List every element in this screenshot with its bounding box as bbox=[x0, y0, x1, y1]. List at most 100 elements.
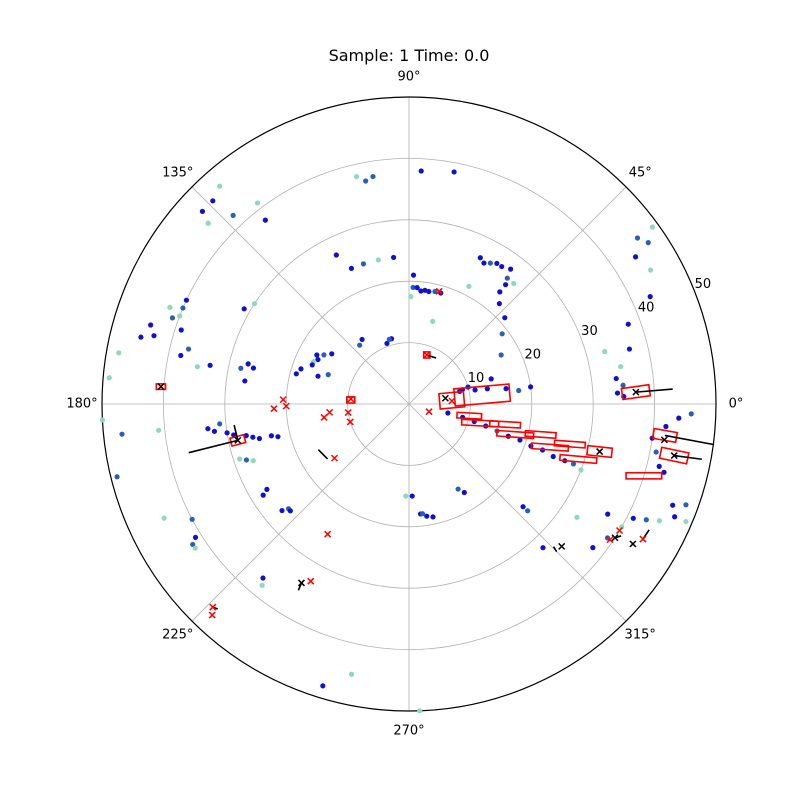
cross-marker bbox=[423, 351, 431, 359]
scatter-point bbox=[630, 515, 636, 521]
scatter-point bbox=[210, 198, 216, 204]
scatter-point bbox=[455, 486, 461, 492]
theta-tick-label: 225° bbox=[162, 628, 193, 643]
scatter-point bbox=[503, 282, 509, 288]
scatter-point bbox=[238, 365, 244, 371]
velocity-line bbox=[664, 434, 715, 446]
velocity-line bbox=[188, 439, 239, 454]
scatter-point bbox=[688, 411, 694, 417]
scatter-point bbox=[363, 178, 369, 184]
scatter-point bbox=[618, 364, 624, 370]
scatter-point bbox=[424, 513, 430, 519]
scatter-point bbox=[419, 511, 426, 517]
theta-tick-label: 135° bbox=[162, 165, 193, 180]
scatter-point bbox=[487, 260, 493, 266]
scatter-point bbox=[260, 492, 266, 498]
cross-marker bbox=[435, 287, 443, 295]
cross-marker bbox=[632, 388, 640, 396]
scatter-point bbox=[670, 502, 676, 508]
scatter-point bbox=[194, 364, 200, 370]
cross-marker bbox=[279, 396, 287, 404]
scatter-point bbox=[649, 224, 656, 230]
scatter-point bbox=[645, 240, 651, 246]
scatter-point bbox=[217, 183, 223, 189]
scatter-point bbox=[613, 375, 619, 382]
scatter-point bbox=[169, 315, 176, 321]
scatter-point bbox=[408, 293, 414, 300]
scatter-point bbox=[499, 331, 505, 337]
cross-marker bbox=[157, 383, 165, 391]
cross-marker bbox=[297, 579, 306, 587]
scatter-point bbox=[386, 336, 392, 343]
r-tick-label: 10 bbox=[468, 371, 485, 386]
velocity-line bbox=[674, 454, 702, 461]
scatter-point bbox=[116, 350, 122, 356]
scatter-point bbox=[683, 518, 689, 525]
bounding-boxes bbox=[155, 351, 690, 480]
scatter-point bbox=[333, 252, 339, 258]
scatter-point bbox=[472, 387, 478, 393]
scatter-point bbox=[205, 426, 211, 432]
scatter-point bbox=[250, 365, 257, 371]
bounding-box bbox=[155, 383, 167, 391]
scatter-point bbox=[445, 410, 451, 416]
scatter-point bbox=[676, 415, 682, 421]
cross-marker bbox=[558, 542, 566, 550]
scatter-point bbox=[242, 378, 248, 384]
cross-marker bbox=[611, 534, 619, 542]
cross-marker bbox=[234, 436, 242, 444]
scatter-point bbox=[625, 321, 631, 327]
bounding-box bbox=[495, 429, 535, 440]
velocity-line bbox=[317, 449, 329, 460]
scatter-point bbox=[496, 301, 502, 307]
scatter-point bbox=[177, 313, 183, 319]
scatter-point bbox=[370, 173, 376, 180]
scatter-point bbox=[520, 504, 526, 510]
velocity-vectors bbox=[188, 354, 715, 610]
scatter-point bbox=[321, 352, 327, 358]
scatter-point bbox=[119, 431, 125, 437]
scatter-point bbox=[410, 272, 417, 278]
scatter-point bbox=[403, 493, 409, 499]
scatter-point bbox=[418, 168, 424, 174]
scatter-point bbox=[384, 340, 390, 347]
velocity-line bbox=[552, 546, 558, 553]
scatter-point bbox=[217, 421, 223, 427]
scatter-point bbox=[151, 333, 157, 339]
bounding-box bbox=[346, 396, 356, 404]
velocity-line bbox=[635, 388, 673, 393]
theta-tick-label: 270° bbox=[393, 724, 424, 739]
scatter-point bbox=[178, 327, 184, 333]
scatter-point bbox=[499, 263, 505, 270]
r-tick-label: 30 bbox=[581, 324, 598, 339]
scatter-point bbox=[167, 304, 173, 310]
scatter-point bbox=[410, 284, 416, 291]
bounding-box bbox=[460, 418, 500, 428]
scatter-point bbox=[348, 265, 355, 271]
scatter-point bbox=[325, 371, 331, 378]
r-tick-label: 50 bbox=[695, 277, 712, 292]
scatter-point bbox=[275, 434, 281, 440]
bounding-box bbox=[586, 444, 614, 459]
cross-marker bbox=[670, 452, 678, 460]
scatter-point bbox=[451, 169, 457, 175]
scatter-point bbox=[426, 288, 432, 295]
tick-labels: 10 20 30 40 50 0° 45° 90° 135° 180° 225° 270° 315° bbox=[66, 70, 743, 739]
scatter-point bbox=[430, 514, 436, 520]
scatter-point bbox=[488, 376, 494, 382]
cross-marker bbox=[346, 418, 354, 426]
cross-markers bbox=[157, 287, 678, 619]
bounding-box bbox=[456, 411, 483, 420]
cross-marker bbox=[326, 408, 334, 416]
scatter-point bbox=[211, 428, 218, 434]
scatter-point bbox=[287, 508, 293, 514]
scatter-point bbox=[432, 288, 438, 295]
scatter-point bbox=[430, 318, 436, 324]
cross-marker bbox=[270, 405, 278, 413]
scatter-point bbox=[481, 260, 487, 266]
cross-marker bbox=[330, 454, 339, 462]
cross-marker bbox=[441, 394, 449, 402]
cross-marker bbox=[629, 540, 637, 548]
scatter-point bbox=[517, 437, 523, 443]
